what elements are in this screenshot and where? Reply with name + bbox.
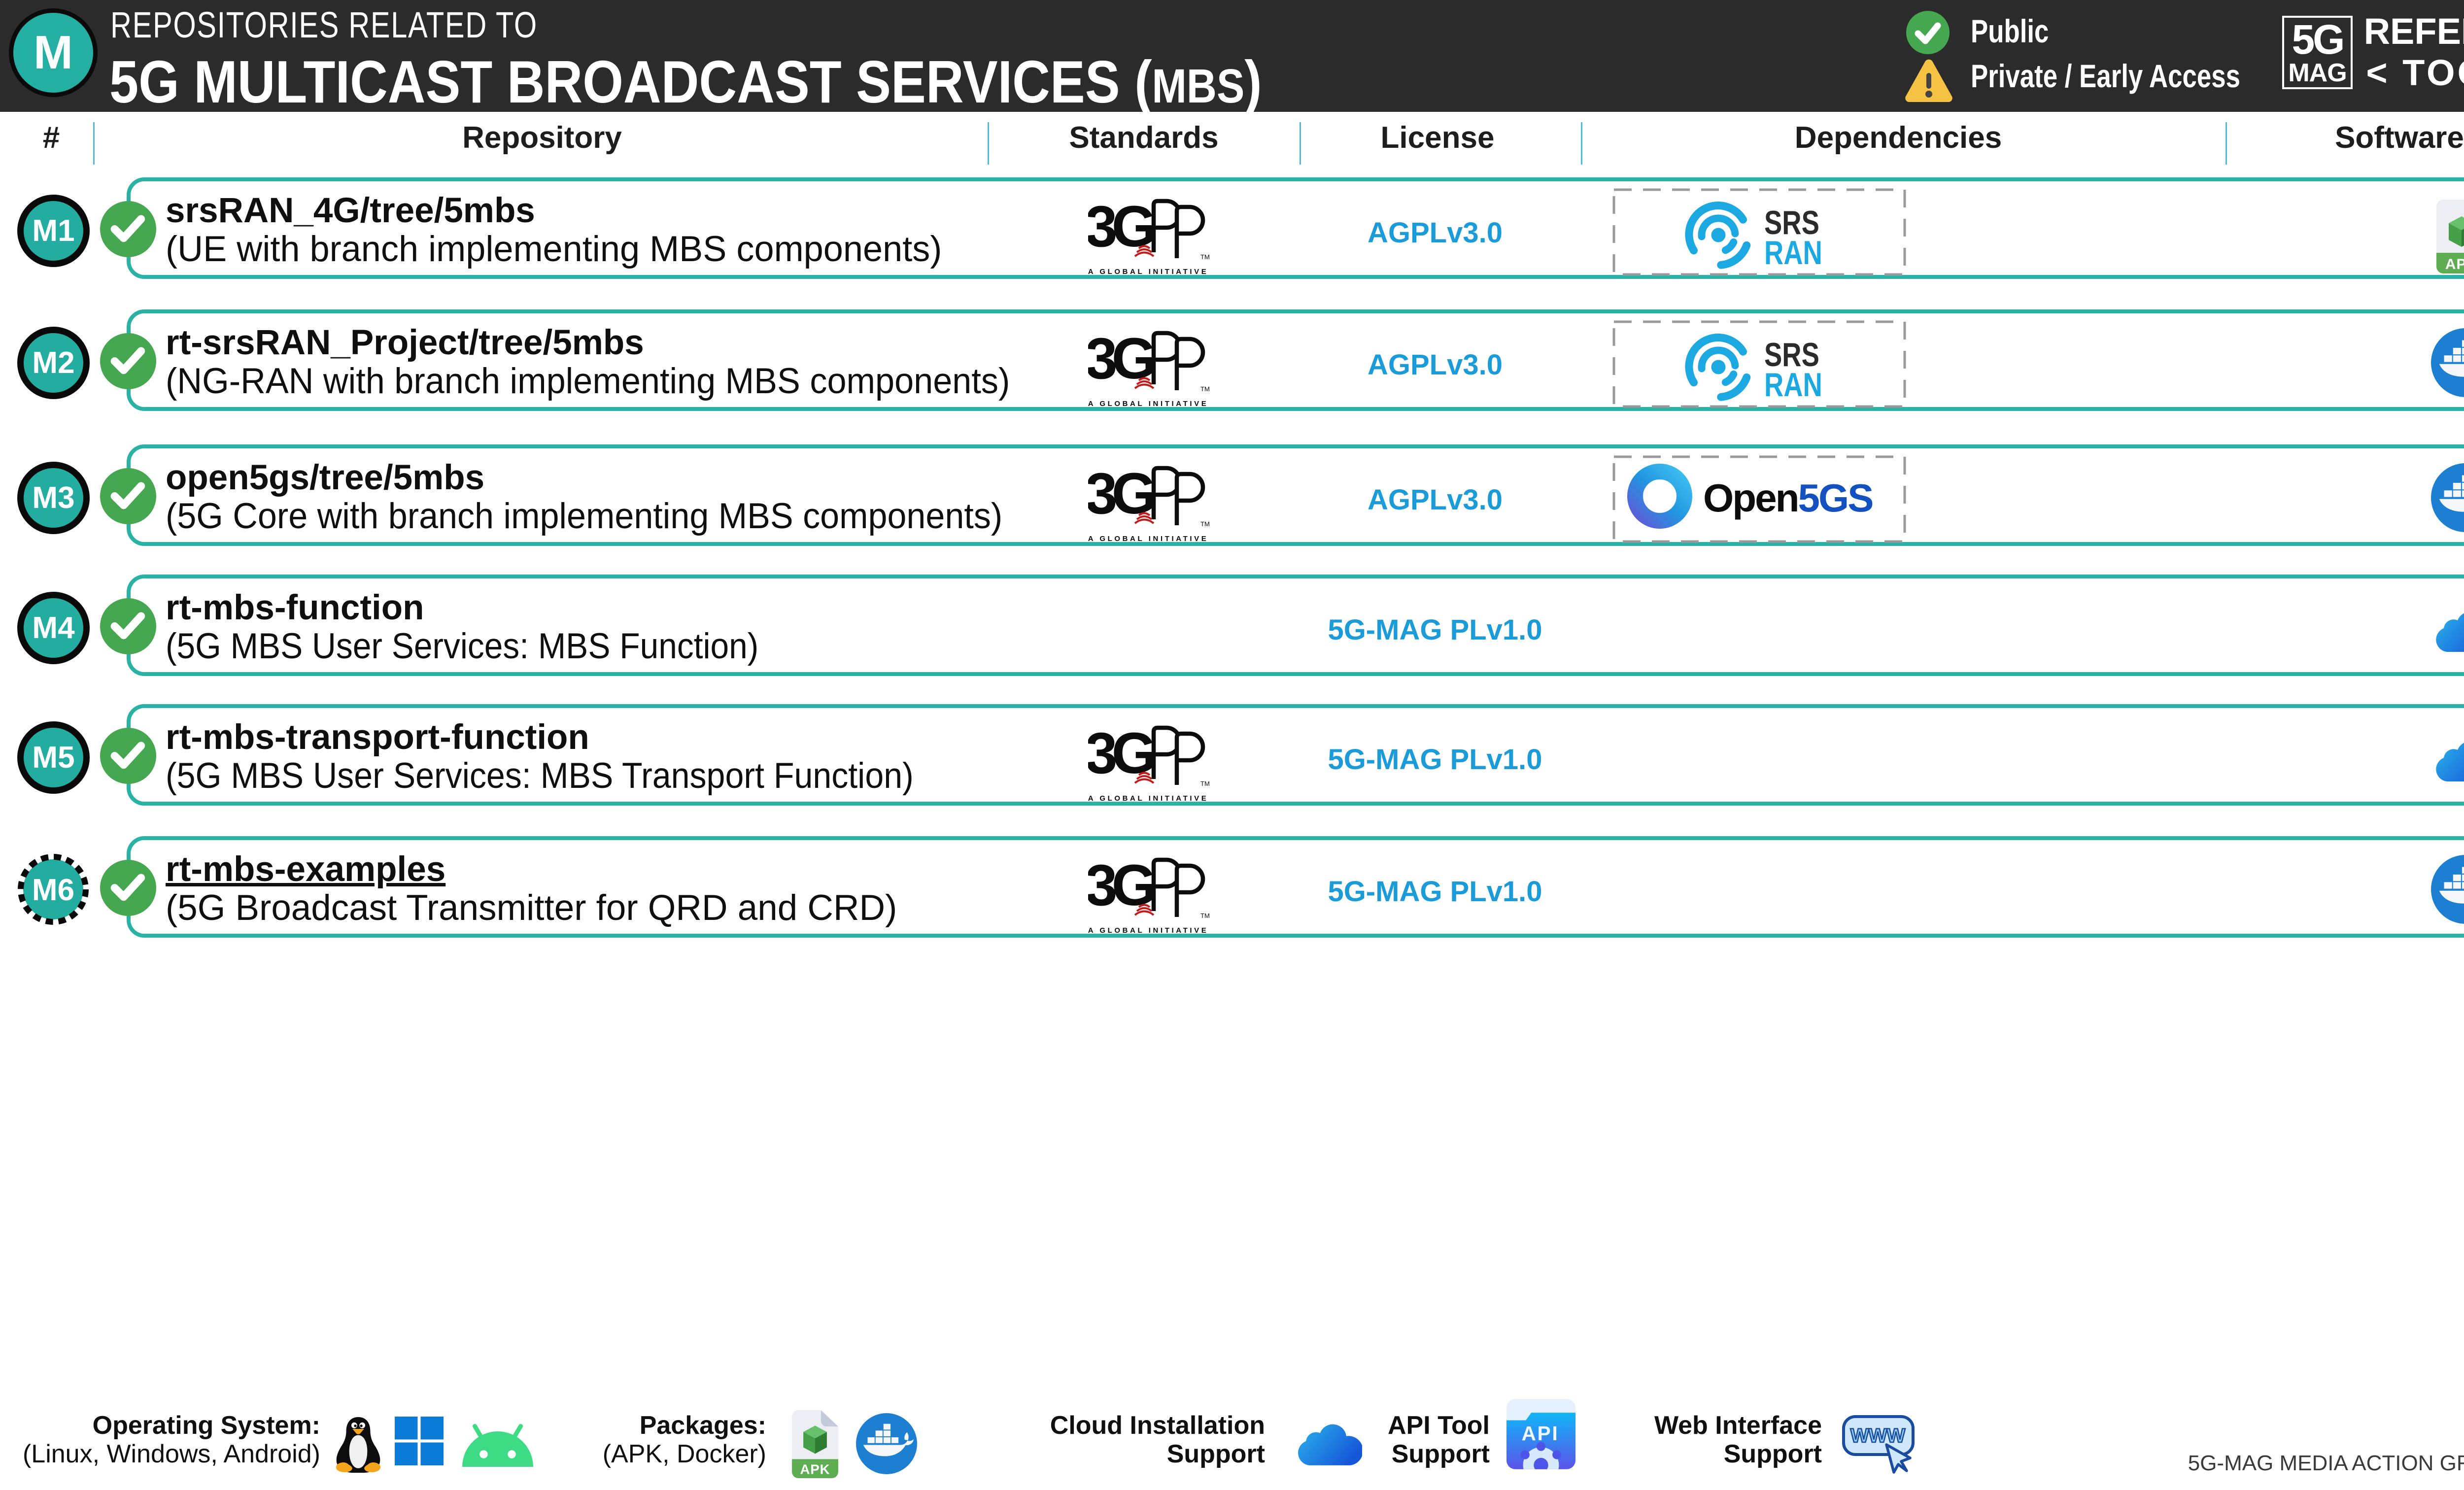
svg-text:A GLOBAL INITIATIVE: A GLOBAL INITIATIVE (1088, 400, 1208, 407)
svg-text:TM: TM (1200, 780, 1210, 787)
svg-text:TM: TM (1200, 520, 1210, 528)
svg-text:3G: 3G (1088, 196, 1154, 259)
svg-text:API: API (1522, 1422, 1559, 1445)
svg-text:TM: TM (1200, 385, 1210, 393)
svg-text:A GLOBAL INITIATIVE: A GLOBAL INITIATIVE (1088, 268, 1208, 275)
svg-text:3G: 3G (1088, 463, 1154, 526)
svg-text:APK: APK (2445, 256, 2464, 272)
svg-text:TM: TM (1200, 253, 1210, 261)
svg-text:3G: 3G (1088, 723, 1154, 786)
svg-text:WWW: WWW (1850, 1425, 1906, 1447)
svg-text:M6: M6 (32, 873, 74, 907)
svg-text:3G: 3G (1088, 855, 1154, 918)
svg-text:A GLOBAL INITIATIVE: A GLOBAL INITIATIVE (1088, 926, 1208, 934)
svg-text:TM: TM (1200, 912, 1210, 919)
svg-text:A GLOBAL INITIATIVE: A GLOBAL INITIATIVE (1088, 535, 1208, 542)
svg-text:3G: 3G (1088, 328, 1154, 391)
svg-text:A GLOBAL INITIATIVE: A GLOBAL INITIATIVE (1088, 794, 1208, 802)
svg-text:APK: APK (800, 1462, 830, 1477)
